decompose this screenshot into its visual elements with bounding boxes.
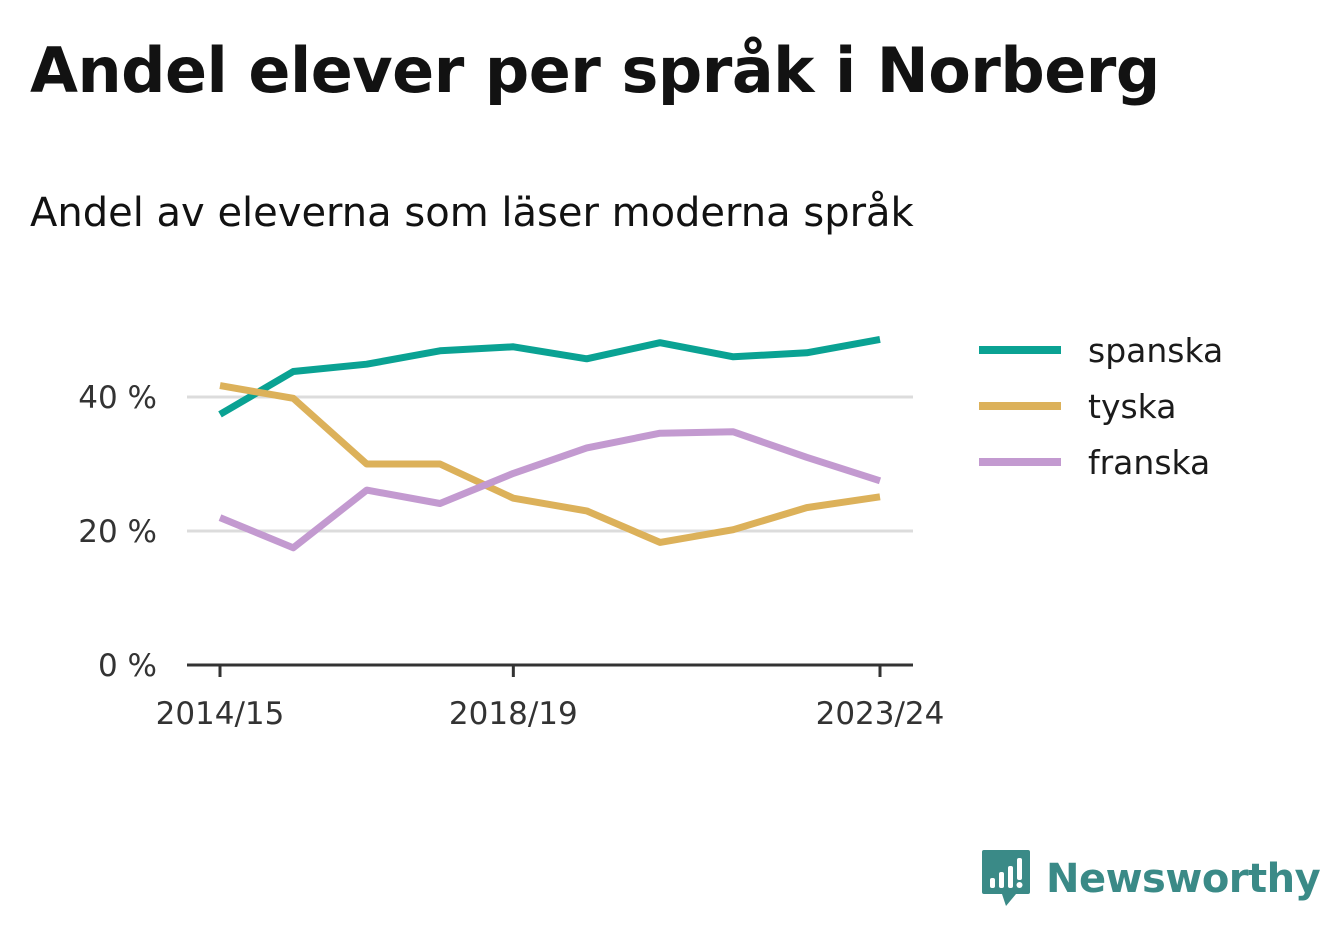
y-tick-label: 0 % [98, 648, 157, 684]
chart-title: Andel elever per språk i Norberg [30, 34, 1160, 107]
x-axis: 2014/15 2018/19 2023/24 [156, 663, 945, 732]
legend: spanska tyska franska [979, 331, 1223, 482]
chart-subtitle: Andel av eleverna som läser moderna språ… [30, 190, 914, 236]
line-chart: 0 % 20 % 40 % 2014/15 2018/19 2023/24 spansk… [78, 331, 1223, 732]
series-line-tyska [219, 382, 881, 546]
newsworthy-logo: Newsworthy [980, 848, 1321, 910]
legend-label-tyska: tyska [1088, 387, 1176, 426]
y-tick-label: 40 % [78, 380, 157, 416]
grid-layer: 0 % 20 % 40 % [78, 380, 913, 684]
legend-label-spanska: spanska [1088, 331, 1223, 370]
x-tick-label: 2023/24 [816, 696, 945, 732]
x-tick-label: 2014/15 [156, 696, 285, 732]
y-tick-label: 20 % [78, 514, 157, 550]
newsworthy-chart-bubble-icon [982, 850, 1030, 906]
series-line-franska [218, 428, 882, 552]
series-line-spanska [218, 335, 881, 418]
x-tick-label: 2018/19 [449, 696, 578, 732]
brand-name: Newsworthy [1046, 856, 1321, 902]
series-layer [218, 335, 882, 552]
legend-label-franska: franska [1088, 443, 1210, 482]
